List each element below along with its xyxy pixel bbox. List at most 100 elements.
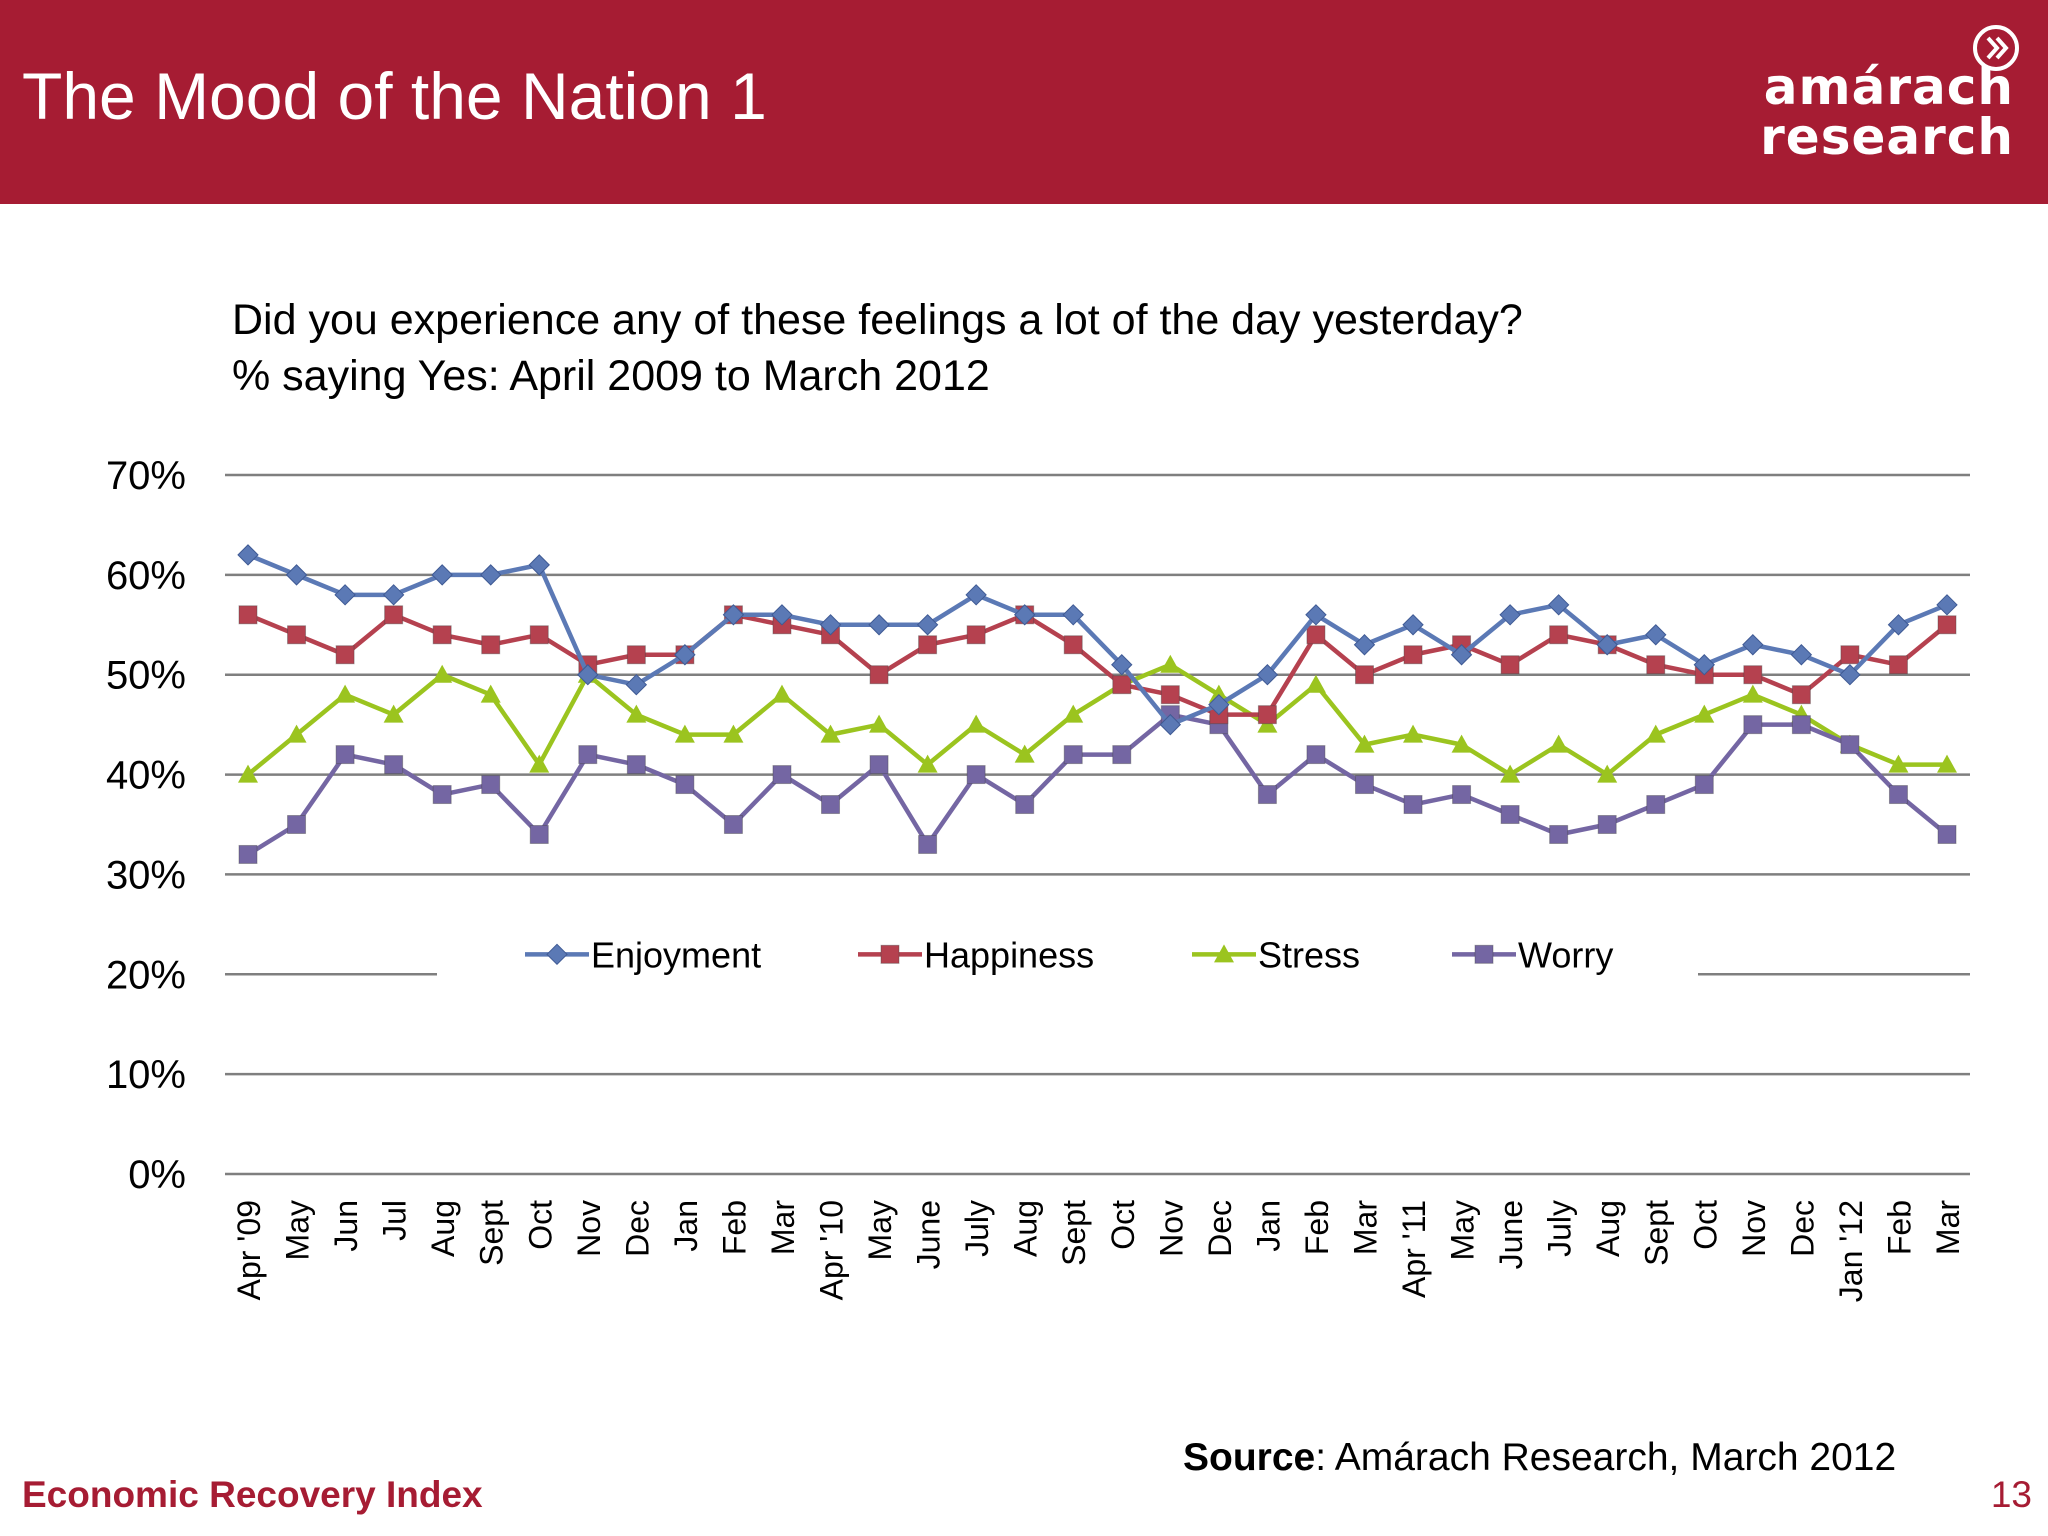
data-point [626,645,646,665]
data-point [916,614,939,636]
data-point [1452,785,1472,805]
question-line-2: % saying Yes: April 2009 to March 2012 [232,352,990,400]
data-point [480,564,502,586]
y-tick-label: 70% [106,454,186,498]
data-point [966,765,986,785]
data-point [1742,634,1764,656]
data-point [1214,944,1234,963]
data-point [577,664,599,686]
data-point [546,943,568,966]
x-tick-label: Jan [1250,1200,1286,1252]
data-point [723,815,743,834]
data-point [1694,704,1715,723]
data-point [723,724,744,743]
x-tick-label: Jul [377,1200,413,1241]
series-line [246,712,1949,857]
data-point [1549,824,1569,844]
data-point [869,714,890,733]
data-point [1451,734,1472,753]
data-point [1597,764,1618,783]
data-point [578,745,598,765]
data-point [382,584,405,606]
data-point [917,754,938,773]
x-tick-label: Jun [328,1200,364,1252]
series-line [246,662,1947,777]
double-chevron-right-icon [1973,25,2019,71]
data-point [821,795,841,815]
data-point [1256,664,1279,686]
x-tick-label: June [911,1200,947,1269]
data-point [335,684,356,703]
data-point [1305,604,1327,626]
data-point [1596,634,1618,656]
data-point [1839,664,1861,686]
data-point [918,834,938,854]
x-tick-label: July [959,1200,995,1257]
data-point [1646,655,1666,675]
data-point [1306,745,1326,765]
data-point [529,625,549,645]
data-point [626,704,647,723]
x-tick-label: Feb [716,1200,752,1255]
y-tick-label: 60% [106,554,186,598]
legend-item-happiness: Happiness [858,934,1094,975]
data-point [432,785,452,805]
data-point [335,645,355,665]
data-point [237,544,259,566]
data-point [335,745,355,765]
data-point [1015,795,1035,815]
x-tick-label: Sept [1639,1200,1675,1266]
data-point [1014,744,1035,763]
data-point [287,815,307,834]
data-point [1160,654,1181,673]
x-tick-label: Sept [474,1200,510,1266]
data-point [1063,704,1084,723]
data-point [819,614,842,636]
data-point [1693,654,1715,676]
data-point [626,755,646,775]
data-point [432,664,453,683]
data-point [334,584,356,606]
data-point [1937,615,1957,635]
data-point [674,724,695,743]
data-point [1474,944,1494,964]
data-point [383,704,404,723]
data-point [918,635,938,655]
source-text: : Amárach Research, March 2012 [1315,1436,1897,1479]
logo-line-1: amárach [1763,58,2014,116]
x-tick-label: June [1493,1200,1529,1269]
data-point [1112,745,1132,765]
x-tick-label: May [1445,1200,1481,1260]
footer-title: Economic Recovery Index [22,1474,483,1515]
x-tick-label: July [1542,1200,1578,1257]
logo-line-2: research [1760,108,2014,166]
data-point [1402,614,1424,636]
y-tick-label: 50% [106,654,186,698]
data-point [1208,693,1230,716]
line-chart: 0% 10% 20% 30% 40% 50% 60% 70% Enjoyment Happine… [106,454,1970,1302]
page-title: The Mood of the Nation 1 [22,59,767,133]
x-tick-label: Dec [1784,1200,1820,1257]
data-point [1742,684,1763,703]
data-point [1743,665,1763,685]
data-point [1257,785,1277,805]
data-point [1354,775,1374,795]
data-point [529,824,549,844]
data-point [1111,654,1133,676]
data-point [1646,795,1666,815]
data-point [238,764,258,783]
data-point [481,775,501,795]
x-tick-label: Mar [765,1200,801,1255]
data-point [772,765,792,785]
legend-item-enjoyment: Enjoyment [525,934,761,975]
x-tick-label: Jan [668,1200,704,1252]
data-point [1548,734,1569,753]
data-point [966,625,986,645]
data-point [1790,644,1813,666]
x-tick-label: Sept [1056,1200,1092,1266]
x-tick-label: Oct [1105,1200,1141,1250]
x-tick-label: Feb [1881,1200,1917,1255]
data-point [1887,614,1910,636]
data-point [1888,754,1909,773]
data-point [1500,805,1520,825]
